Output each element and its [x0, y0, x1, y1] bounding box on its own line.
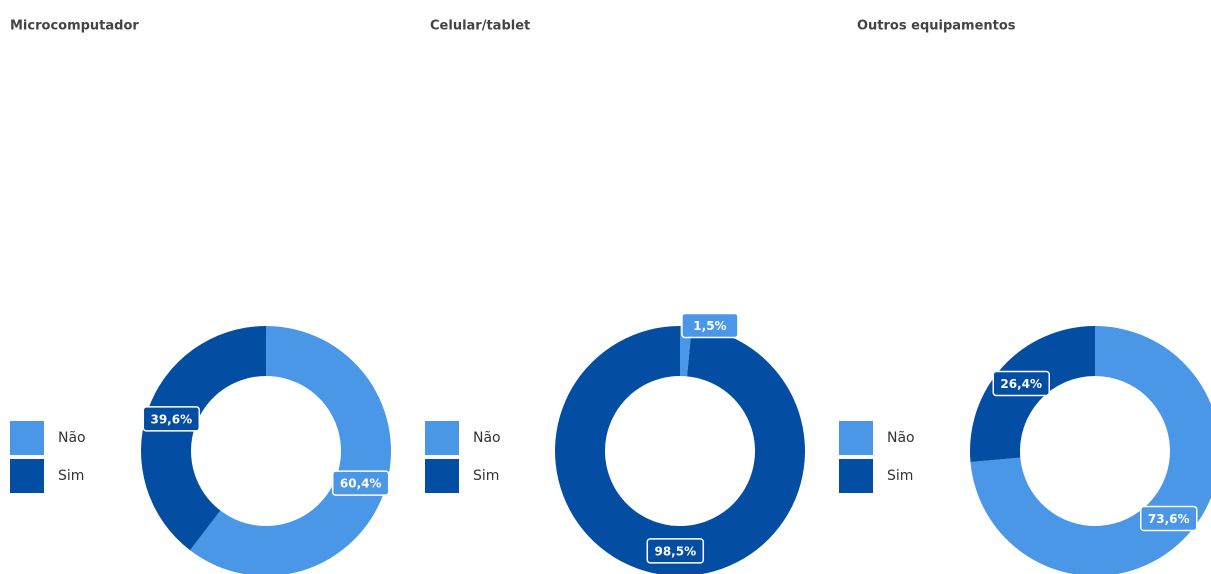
donut-slice [680, 326, 692, 377]
value-label: 26,4% [1000, 377, 1042, 391]
legend-swatch [425, 421, 459, 455]
value-label: 39,6% [150, 412, 192, 426]
legend-swatch [839, 459, 873, 493]
legend-label: Sim [58, 468, 84, 484]
legend-label: Não [473, 430, 501, 446]
value-label: 1,5% [693, 319, 726, 333]
legend-label: Não [58, 430, 86, 446]
legend-swatch [425, 459, 459, 493]
value-label-box [1140, 505, 1198, 532]
legend-label: Sim [473, 468, 499, 484]
donut-slice [555, 326, 805, 574]
value-label: 60,4% [340, 477, 382, 491]
donut-slice [190, 326, 391, 574]
value-label-box [331, 470, 390, 496]
value-label-box [681, 312, 739, 339]
donut-slice [141, 326, 266, 551]
value-label: 98,5% [654, 544, 696, 558]
chart-title: Celular/tablet [430, 19, 530, 34]
legend-swatch [10, 421, 44, 455]
chart-title: Microcomputador [10, 19, 139, 34]
legend-label: Sim [887, 468, 913, 484]
value-label-box [142, 406, 201, 432]
value-label-box [646, 538, 705, 564]
chart-title: Outros equipamentos [857, 19, 1016, 34]
value-label-box [992, 370, 1050, 397]
legend-swatch [10, 459, 44, 493]
legend-swatch [839, 421, 873, 455]
value-label: 73,6% [1148, 512, 1190, 526]
legend-label: Não [887, 430, 915, 446]
